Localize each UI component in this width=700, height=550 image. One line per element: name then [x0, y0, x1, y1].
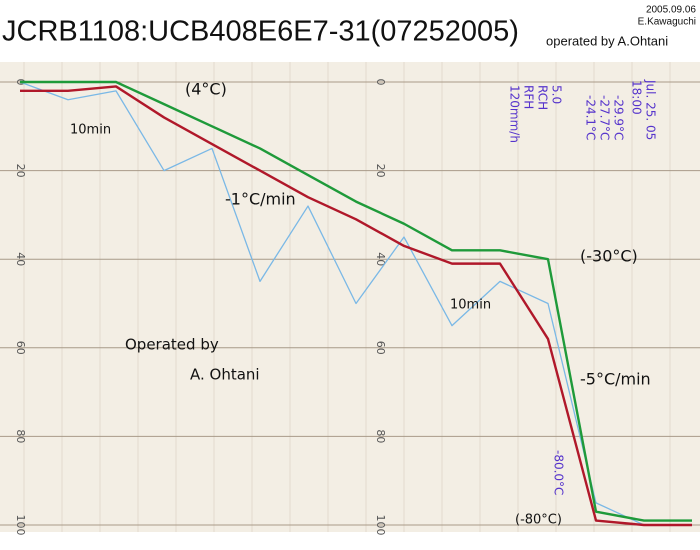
annotation: 5.0	[550, 85, 564, 104]
annotation: (-30°C)	[580, 247, 638, 266]
series-line	[19, 81, 692, 526]
y-tick-label: 20	[14, 164, 27, 178]
annotation: -27.7°C	[598, 95, 612, 140]
annotation: (4°C)	[185, 80, 227, 99]
y-tick-label: 40	[374, 252, 387, 266]
annotation: 18:00	[630, 80, 644, 115]
annotation: Jul. 25. 05	[644, 79, 658, 140]
annotation: -5°C/min	[580, 370, 651, 389]
annotation: 120mm/h	[508, 85, 522, 143]
chart-paper	[0, 62, 700, 532]
annotation: (-80°C)	[515, 513, 562, 528]
y-tick-label: 80	[14, 429, 27, 443]
annotation: 10min	[70, 123, 111, 138]
annotation: RFH	[522, 85, 536, 109]
annotation: RCH	[536, 85, 550, 110]
annotation: -29.9°C	[612, 95, 626, 140]
y-tick-label: 100	[374, 515, 387, 536]
series-line	[20, 80, 692, 522]
series-line	[20, 85, 692, 527]
annotation: -80.0°C	[552, 450, 566, 495]
y-tick-label: 60	[14, 341, 27, 355]
annotation: -1°C/min	[225, 190, 296, 209]
annotation: 10min	[450, 298, 491, 313]
y-tick-label: 20	[374, 164, 387, 178]
annotation: -24.1°C	[584, 95, 598, 140]
subtitle: operated by A.Ohtani	[546, 33, 668, 48]
y-tick-label: 100	[14, 515, 27, 536]
annotation: A. Ohtani	[190, 366, 260, 384]
chart-title: JCRB1108:UCB408E6E7-31(07252005)	[2, 16, 519, 48]
y-tick-label: 60	[374, 341, 387, 355]
date: 2005.09.06	[646, 5, 696, 16]
y-tick-label: 0	[374, 79, 387, 86]
author: E.Kawaguchi	[638, 17, 696, 28]
annotation: Operated by	[125, 336, 219, 354]
y-tick-label: 80	[374, 429, 387, 443]
y-tick-label: 40	[14, 252, 27, 266]
